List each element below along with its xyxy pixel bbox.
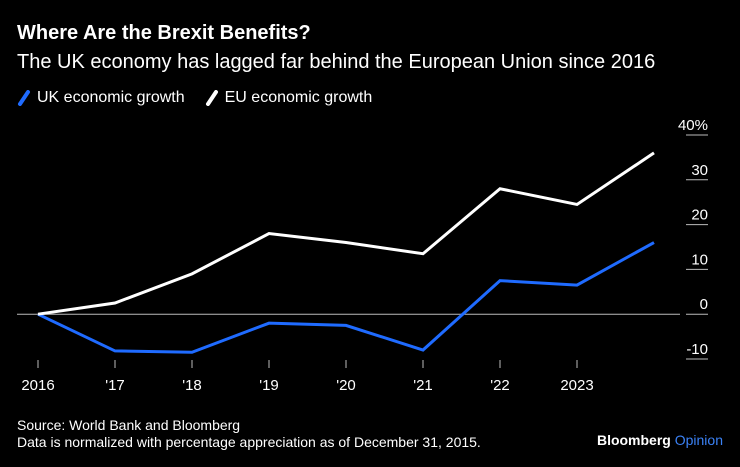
- x-tick-label: '22: [490, 377, 510, 394]
- series-group: [37, 151, 655, 354]
- legend-label-uk: UK economic growth: [37, 89, 185, 106]
- series-line-uk: [37, 241, 655, 354]
- legend-label-eu: EU economic growth: [224, 89, 373, 106]
- x-tick-label: '21: [413, 377, 433, 394]
- chart-title: Where Are the Brexit Benefits?: [17, 22, 311, 44]
- x-tick-label: '17: [105, 377, 125, 394]
- y-tick-label: 30: [691, 162, 708, 179]
- legend-item-uk: UK economic growth: [17, 89, 185, 107]
- y-tick-label: 40%: [678, 117, 708, 134]
- y-tick-label: -10: [686, 341, 708, 358]
- x-axis: 2016 '17 '18 '19 '20 '21 '22 2023: [21, 360, 594, 394]
- brand-logo: Bloomberg Opinion: [597, 432, 723, 448]
- x-tick-label: '18: [182, 377, 202, 394]
- brand-light: Opinion: [674, 432, 723, 448]
- legend: UK economic growth EU economic growth: [17, 89, 392, 107]
- brand-bold: Bloomberg: [596, 432, 671, 448]
- y-tick-label: 0: [700, 296, 708, 313]
- footer: Source: World Bank and Bloomberg Data is…: [17, 417, 481, 451]
- x-tick-label: 2023: [560, 377, 593, 394]
- legend-swatch-eu: [205, 90, 218, 106]
- data-note: Data is normalized with percentage appre…: [17, 434, 481, 450]
- series-line-eu: [37, 151, 655, 316]
- x-tick-label: 2016: [21, 377, 54, 394]
- x-tick-label: '19: [259, 377, 279, 394]
- y-tick-label: 20: [691, 207, 708, 224]
- y-tick-label: 10: [691, 251, 708, 268]
- legend-item-eu: EU economic growth: [205, 89, 373, 107]
- chart-subtitle: The UK economy has lagged far behind the…: [17, 51, 656, 73]
- source-note: Source: World Bank and Bloomberg: [17, 417, 241, 433]
- legend-swatch-uk: [18, 90, 30, 106]
- x-tick-label: '20: [336, 377, 356, 394]
- y-axis: 40% 30 20 10 0 -10: [17, 117, 708, 360]
